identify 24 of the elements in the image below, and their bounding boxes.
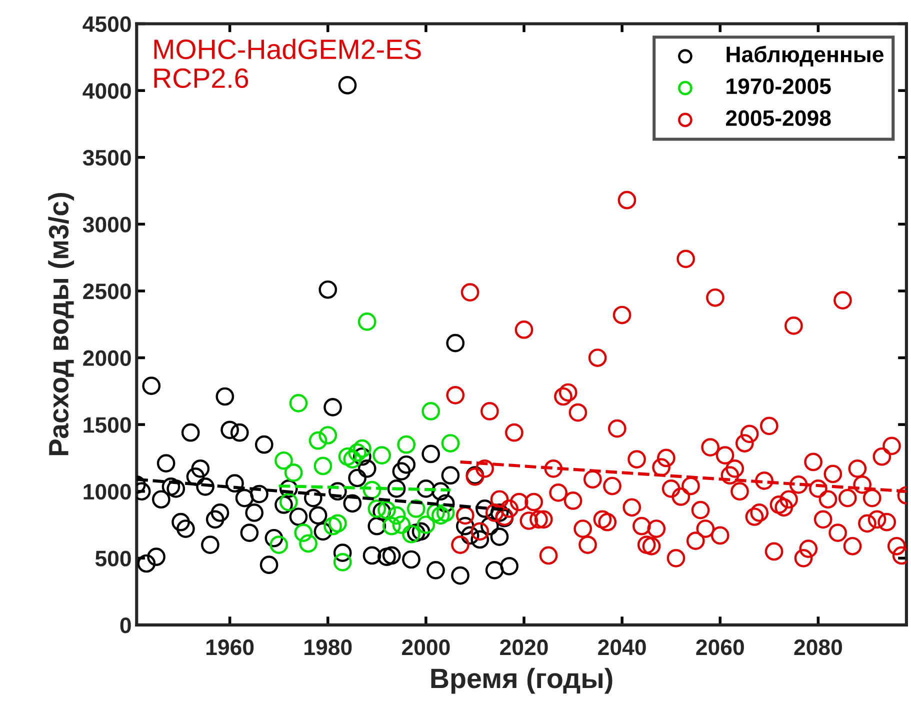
annotation: MOHC-HadGEM2-ES: [154, 38, 421, 60]
y-tick-label: 0: [120, 617, 131, 634]
y-tick-label: 1000: [84, 484, 131, 500]
y-tick-label: 3500: [82, 150, 131, 166]
y-axis-title: Расход воды (м3/с): [48, 193, 74, 456]
legend-label: 2005-2098: [726, 110, 831, 126]
y-tick-label: 3000: [82, 216, 131, 232]
legend-label: 1970-2005: [726, 78, 831, 94]
y-tick-label: 500: [95, 550, 131, 566]
y-tick-label: 4000: [82, 83, 131, 99]
y-tick-label: 1500: [84, 417, 131, 433]
y-tick-label: 4500: [82, 16, 131, 32]
x-tick-label: 2080: [794, 639, 842, 656]
x-tick-label: 1980: [304, 639, 352, 656]
x-tick-label: 2040: [598, 639, 646, 656]
x-tick-label: 1960: [206, 639, 254, 656]
y-tick-label: 2000: [83, 350, 131, 366]
legend-label: Наблюденные: [726, 46, 884, 67]
x-tick-label: 2020: [500, 639, 548, 656]
x-tick-label: 2060: [696, 639, 744, 656]
annotation: RCP2.6: [154, 68, 248, 88]
y-tick-label: 2500: [83, 283, 131, 300]
x-tick-label: 2000: [402, 639, 450, 656]
x-axis-title: Время (годы): [431, 668, 612, 694]
